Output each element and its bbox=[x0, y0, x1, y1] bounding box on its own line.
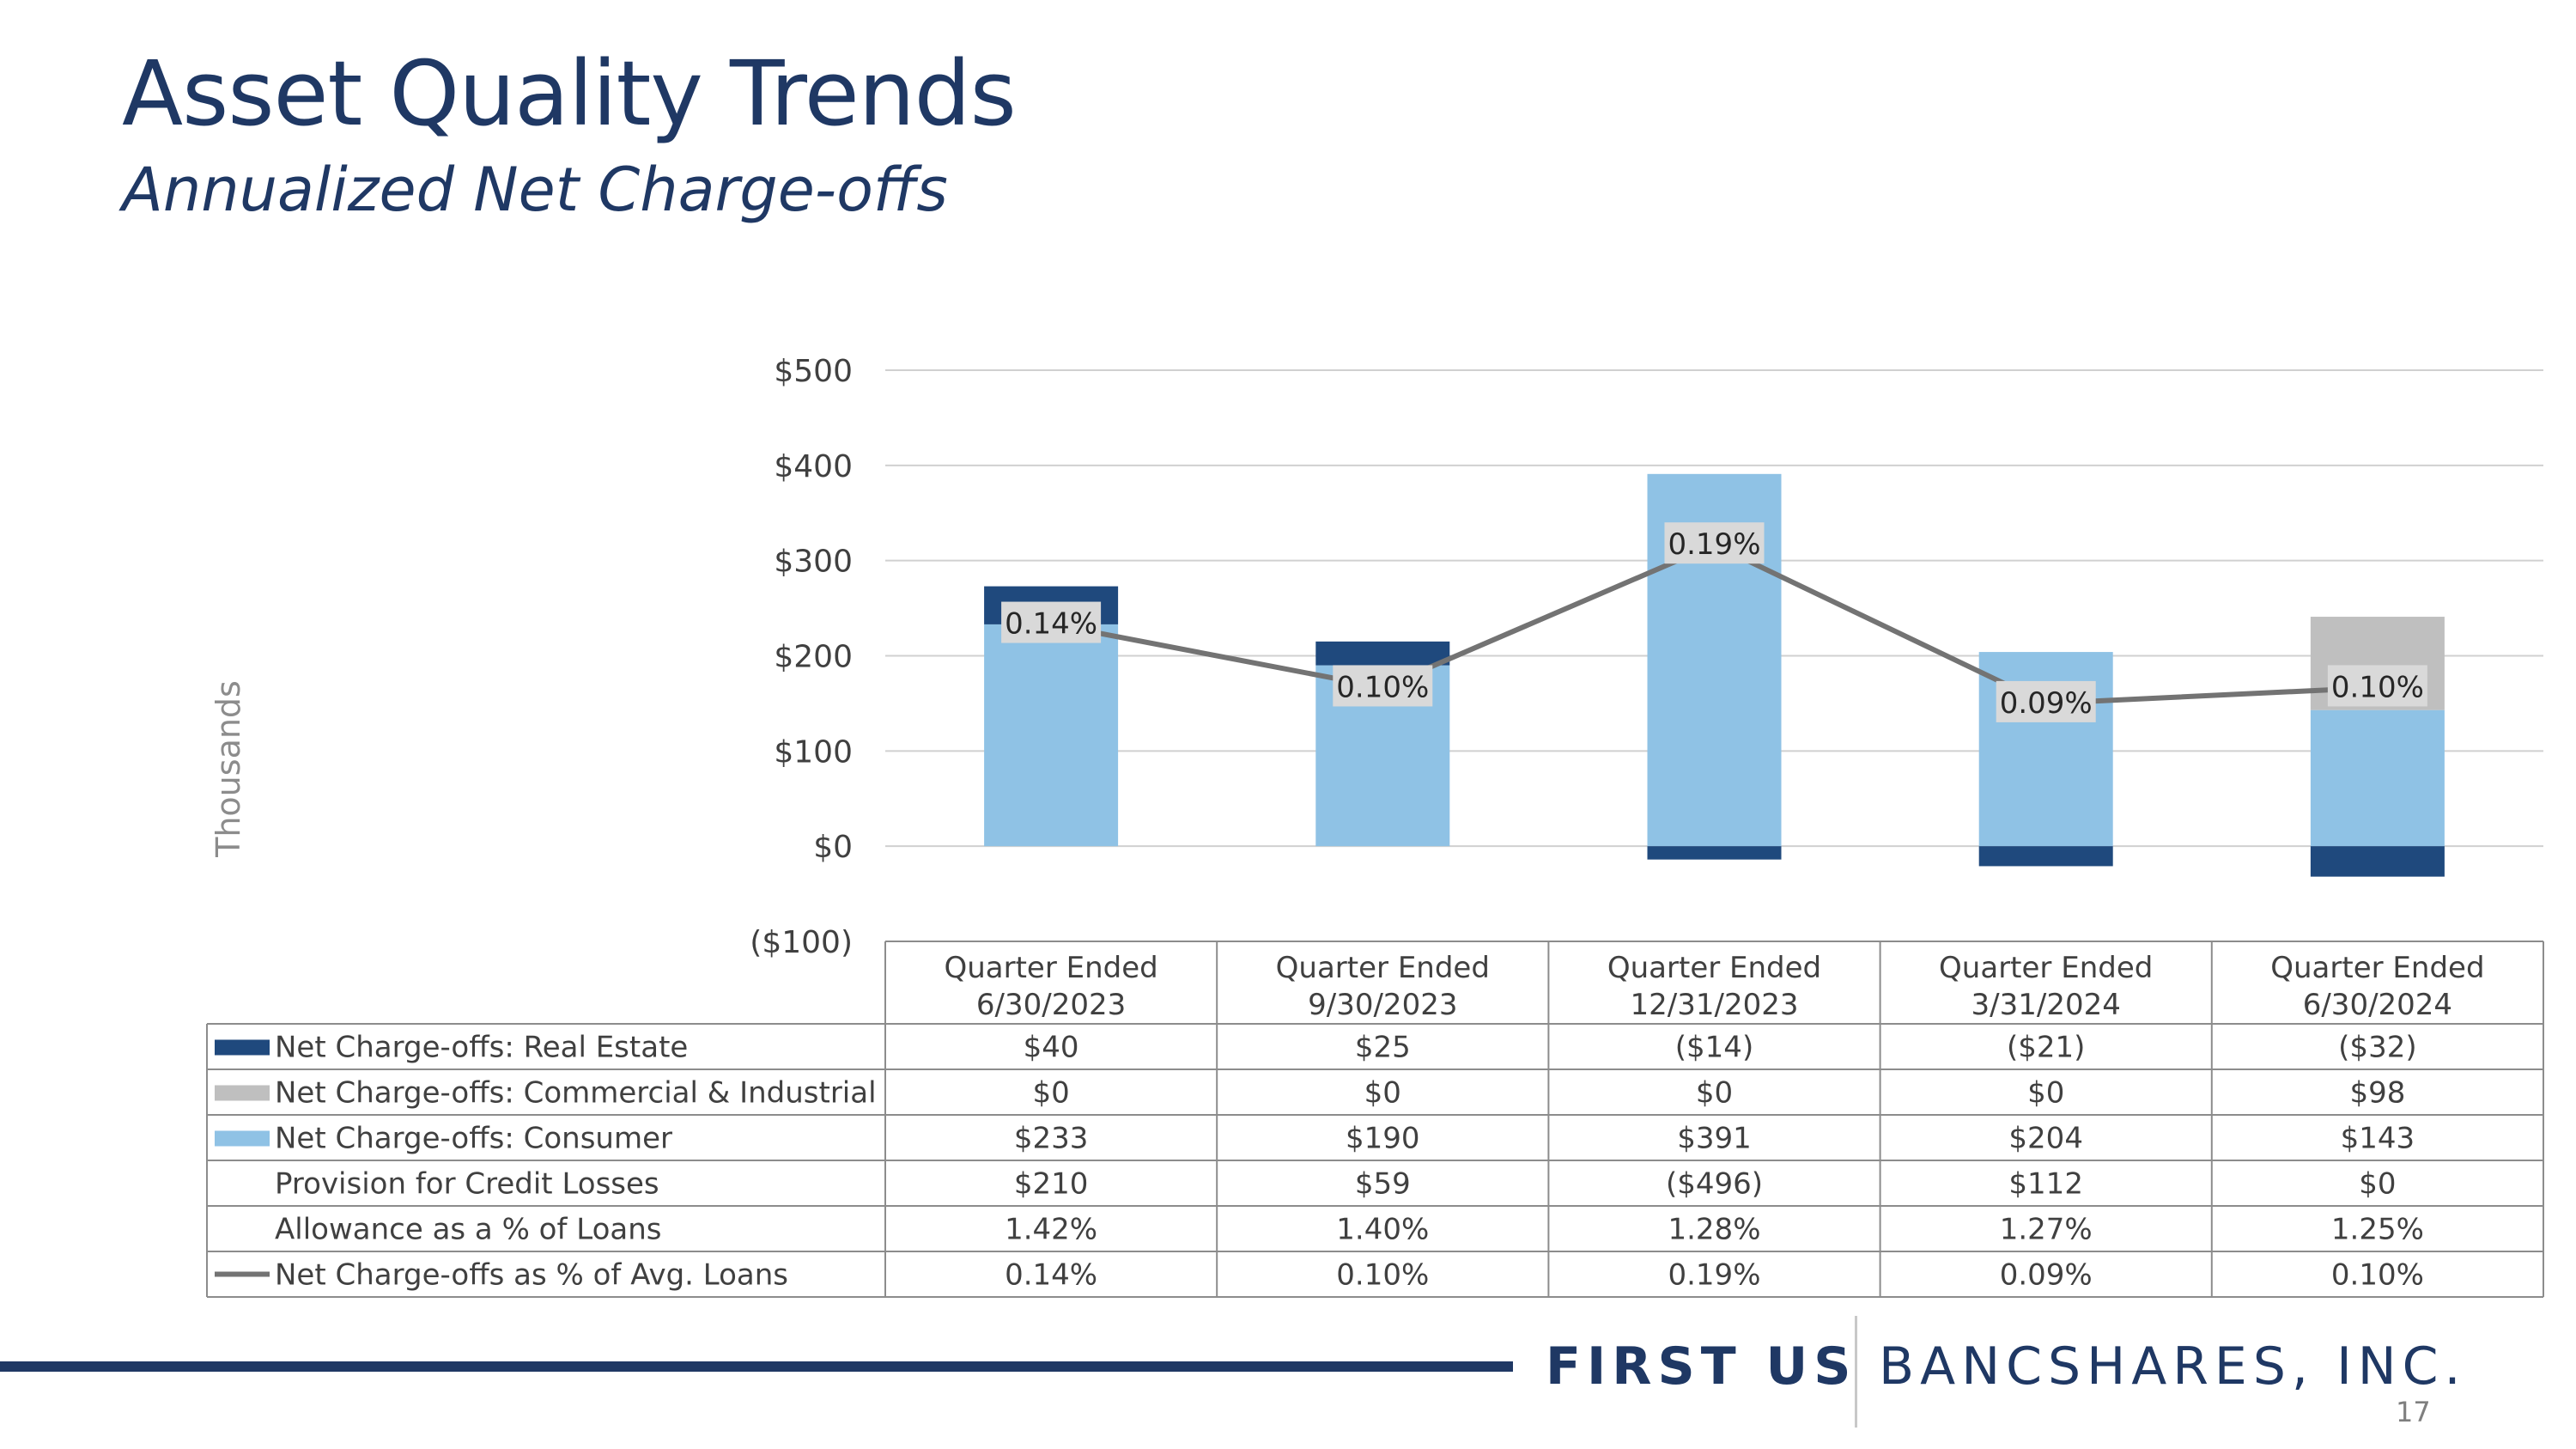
table-row-label: Allowance as a % of Loans bbox=[275, 1213, 662, 1247]
bar-real-estate bbox=[1647, 846, 1782, 860]
table-cell: $210 bbox=[1014, 1167, 1089, 1202]
data-label: 0.19% bbox=[1668, 527, 1760, 562]
logo-bancshares: BANCSHARES, INC. bbox=[1879, 1336, 2467, 1397]
y-tick-label: ($100) bbox=[750, 925, 853, 960]
table-cell: $98 bbox=[2349, 1076, 2405, 1111]
category-label: Quarter Ended bbox=[944, 951, 1157, 985]
table-cell: $0 bbox=[1364, 1076, 1401, 1111]
legend-swatch bbox=[215, 1085, 270, 1101]
category-label: 9/30/2023 bbox=[1308, 988, 1457, 1022]
table-cell: 1.27% bbox=[2000, 1213, 2093, 1247]
table-cell: $190 bbox=[1346, 1122, 1420, 1156]
table-row-label: Net Charge-offs: Real Estate bbox=[275, 1031, 688, 1065]
table-cell: $112 bbox=[2008, 1167, 2083, 1202]
data-label: 0.14% bbox=[1005, 607, 1097, 642]
data-label: 0.10% bbox=[1336, 670, 1429, 704]
table-cell: $40 bbox=[1024, 1031, 1079, 1065]
category-label: Quarter Ended bbox=[2270, 951, 2484, 985]
table-cell: $59 bbox=[1355, 1167, 1411, 1202]
table-cell: ($32) bbox=[2338, 1031, 2416, 1065]
data-label-box bbox=[1333, 665, 1433, 707]
category-label: 6/30/2023 bbox=[976, 988, 1126, 1022]
table-cell: ($496) bbox=[1666, 1167, 1763, 1202]
category-label: Quarter Ended bbox=[1939, 951, 2153, 985]
table-cell: ($14) bbox=[1675, 1031, 1753, 1065]
table-row-label: Net Charge-offs: Consumer bbox=[275, 1122, 672, 1156]
category-label: 6/30/2024 bbox=[2303, 988, 2452, 1022]
data-label: 0.09% bbox=[2000, 686, 2093, 721]
table-cell: 0.19% bbox=[1668, 1258, 1760, 1293]
table-cell: 0.10% bbox=[1336, 1258, 1429, 1293]
category-label: Quarter Ended bbox=[1607, 951, 1821, 985]
category-label: 3/31/2024 bbox=[1971, 988, 2121, 1022]
table-cell: $25 bbox=[1355, 1031, 1411, 1065]
bar-real-estate bbox=[1315, 641, 1450, 666]
table-row-label: Provision for Credit Losses bbox=[275, 1167, 659, 1202]
legend-swatch bbox=[215, 1130, 270, 1147]
table-cell: 1.40% bbox=[1336, 1213, 1429, 1247]
y-tick-label: $300 bbox=[774, 545, 853, 580]
logo-first-us: FIRST US bbox=[1546, 1336, 1857, 1397]
bar-consumer bbox=[984, 624, 1119, 847]
y-tick-label: $400 bbox=[774, 449, 853, 484]
category-label: Quarter Ended bbox=[1276, 951, 1490, 985]
category-label: 12/31/2023 bbox=[1631, 988, 1799, 1022]
table-row-label: Net Charge-offs as % of Avg. Loans bbox=[275, 1258, 788, 1293]
table-cell: 0.14% bbox=[1005, 1258, 1097, 1293]
table-cell: 1.25% bbox=[2331, 1213, 2424, 1247]
y-tick-label: $0 bbox=[813, 830, 853, 865]
page-number: 17 bbox=[2396, 1396, 2431, 1428]
table-cell: $0 bbox=[2027, 1076, 2064, 1111]
table-cell: $0 bbox=[2359, 1167, 2396, 1202]
page-subtitle: Annualized Net Charge-offs bbox=[122, 155, 948, 225]
legend-swatch bbox=[215, 1039, 270, 1056]
page-title: Asset Quality Trends bbox=[122, 41, 1017, 146]
table-cell: ($21) bbox=[2007, 1031, 2085, 1065]
footer-rule bbox=[0, 1361, 1513, 1372]
table-cell: $143 bbox=[2341, 1122, 2415, 1156]
y-tick-label: $500 bbox=[774, 354, 853, 389]
bar-real-estate bbox=[1978, 846, 2113, 867]
table-cell: 1.28% bbox=[1668, 1213, 1760, 1247]
logo-separator bbox=[1855, 1316, 1857, 1428]
table-row-label: Net Charge-offs: Commercial & Industrial bbox=[275, 1076, 877, 1111]
table-cell: 0.10% bbox=[2331, 1258, 2424, 1293]
table-cell: $204 bbox=[2008, 1122, 2083, 1156]
y-tick-label: $200 bbox=[774, 640, 853, 675]
data-label-box bbox=[1001, 601, 1102, 643]
table-cell: 1.42% bbox=[1005, 1213, 1097, 1247]
data-label: 0.10% bbox=[2331, 670, 2424, 704]
data-label-box bbox=[2327, 665, 2427, 707]
table-cell: $391 bbox=[1677, 1122, 1752, 1156]
table-cell: $0 bbox=[1696, 1076, 1733, 1111]
table-cell: $0 bbox=[1032, 1076, 1069, 1111]
bar-real-estate bbox=[2310, 846, 2445, 877]
data-label-box bbox=[1664, 522, 1765, 564]
table-cell: $233 bbox=[1014, 1122, 1089, 1156]
table-cell: 0.09% bbox=[2000, 1258, 2093, 1293]
bar-consumer bbox=[2310, 709, 2445, 847]
y-tick-label: $100 bbox=[774, 734, 853, 770]
data-label-box bbox=[1996, 680, 2096, 722]
